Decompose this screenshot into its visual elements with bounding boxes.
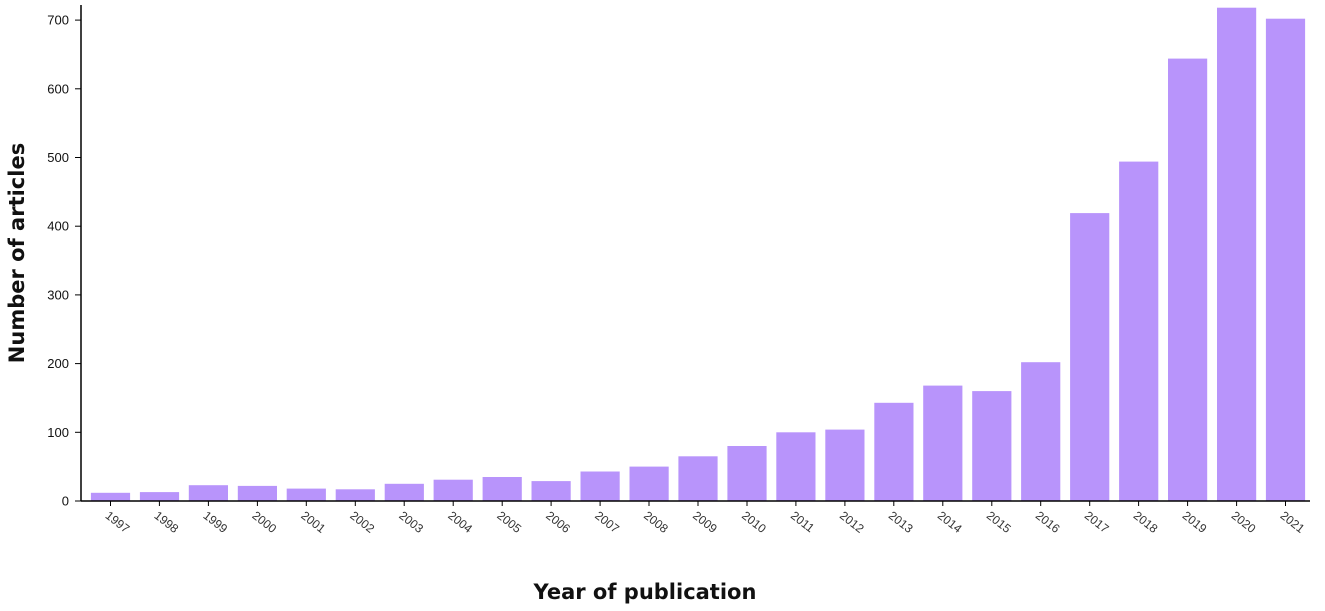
- bar-2020: [1217, 7, 1257, 501]
- x-tick-label-1998: 1998: [152, 508, 182, 536]
- y-tick-label-400: 400: [47, 219, 69, 234]
- x-tick-label-2005: 2005: [494, 508, 524, 536]
- x-tick-label-2018: 2018: [1131, 508, 1161, 536]
- bar-2014: [923, 385, 963, 501]
- bar-2002: [335, 489, 375, 501]
- x-axis-ticks: 1997 1998 1999 2000 2001 2002 2003 2004 2005 2006…: [103, 501, 1308, 536]
- bar-2016: [1021, 362, 1061, 501]
- x-tick-label-2010: 2010: [739, 508, 769, 536]
- bar-2013: [874, 402, 914, 501]
- x-tick-label-2000: 2000: [250, 508, 280, 536]
- y-tick-label-200: 200: [47, 356, 69, 371]
- bar-2019: [1168, 58, 1208, 501]
- x-tick-label-2004: 2004: [445, 508, 475, 536]
- bar-2000: [237, 485, 277, 501]
- x-tick-label-2020: 2020: [1229, 508, 1259, 536]
- y-axis-ticks: 0 100 200 300 400 500 600 700: [47, 13, 81, 509]
- bar-2017: [1070, 213, 1110, 501]
- bar-1999: [188, 485, 228, 501]
- x-tick-label-2002: 2002: [347, 508, 377, 536]
- x-tick-label-2001: 2001: [298, 508, 328, 536]
- x-tick-label-2017: 2017: [1082, 508, 1112, 536]
- y-tick-label-500: 500: [47, 150, 69, 165]
- bar-2021: [1265, 18, 1306, 501]
- x-tick-label-2011: 2011: [788, 508, 817, 535]
- bar-2009: [678, 456, 718, 501]
- x-tick-label-2016: 2016: [1033, 508, 1063, 536]
- y-axis-title: Number of articles: [5, 143, 29, 363]
- bar-2006: [531, 481, 571, 501]
- bar-2012: [825, 429, 865, 501]
- x-axis-title: Year of publication: [533, 580, 757, 604]
- bar-2015: [972, 391, 1012, 501]
- x-tick-label-1999: 1999: [201, 508, 231, 536]
- y-tick-label-300: 300: [47, 287, 69, 302]
- x-tick-label-2013: 2013: [886, 508, 916, 536]
- y-tick-label-700: 700: [47, 13, 69, 28]
- x-tick-label-2014: 2014: [935, 508, 965, 536]
- bar-2010: [727, 446, 767, 501]
- bar-2005: [482, 477, 522, 501]
- bar-1997: [90, 492, 131, 501]
- x-tick-label-2003: 2003: [396, 508, 426, 536]
- x-tick-label-2015: 2015: [984, 508, 1014, 536]
- x-tick-label-2009: 2009: [690, 508, 720, 536]
- bar-2011: [776, 432, 816, 501]
- x-tick-label-2007: 2007: [592, 508, 622, 536]
- bar-2001: [286, 488, 326, 501]
- bar-2018: [1119, 161, 1159, 501]
- bar-2003: [384, 483, 424, 501]
- x-tick-label-2012: 2012: [837, 508, 867, 536]
- x-tick-label-2006: 2006: [543, 508, 573, 536]
- x-tick-label-1997: 1997: [103, 508, 133, 536]
- x-tick-label-2019: 2019: [1180, 508, 1210, 536]
- bar-2008: [629, 466, 669, 501]
- y-tick-label-0: 0: [62, 494, 69, 509]
- bars-group: [90, 7, 1306, 501]
- bar-1998: [139, 492, 180, 501]
- y-tick-label-600: 600: [47, 81, 69, 96]
- bar-2004: [433, 479, 473, 501]
- x-tick-label-2008: 2008: [641, 508, 671, 536]
- y-tick-label-100: 100: [47, 425, 69, 440]
- x-tick-label-2021: 2021: [1278, 508, 1308, 536]
- bar-2007: [580, 471, 620, 501]
